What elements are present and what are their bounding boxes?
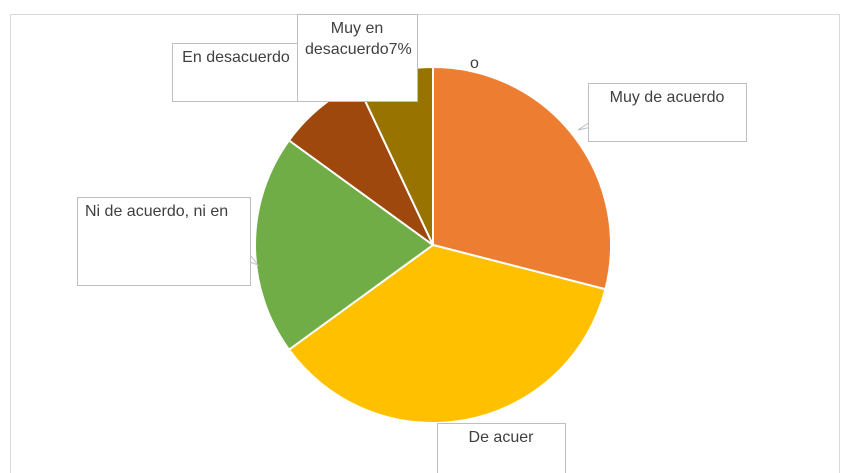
- callout: Muy de acuerdo: [588, 83, 746, 141]
- label-text: En desacuerdo: [182, 49, 290, 66]
- label-text: Muy de acuerdo: [609, 89, 725, 106]
- callout: En desacuerdo: [172, 43, 300, 101]
- callout: Muy en desacuerdo7%: [297, 14, 417, 101]
- callout-box: [437, 423, 566, 473]
- pie-slice: [254, 138, 435, 352]
- category-label: En desacuerdo: [172, 43, 300, 101]
- label-text: Muy en desacuerdo: [305, 20, 389, 58]
- callout: De acuer: [437, 423, 565, 473]
- category-label: Muy en desacuerdo7%: [297, 14, 417, 101]
- value-label: 7%: [388, 41, 412, 58]
- callout-box: [297, 14, 418, 102]
- category-label: De acuer: [437, 423, 565, 473]
- label-text: De acuer: [468, 429, 534, 446]
- pie-slice: [432, 65, 612, 291]
- callout-box: [172, 43, 301, 102]
- callout: Ni de acuerdo, ni en: [77, 197, 250, 285]
- callout-box: [588, 83, 747, 142]
- label-text: Ni de acuerdo, ni en: [85, 203, 229, 220]
- pie-slice: [287, 243, 607, 424]
- category-label: Muy de acuerdo: [588, 83, 746, 141]
- category-label: Ni de acuerdo, ni en: [77, 197, 250, 285]
- callout-box: [77, 197, 251, 286]
- annotation: o: [470, 55, 479, 72]
